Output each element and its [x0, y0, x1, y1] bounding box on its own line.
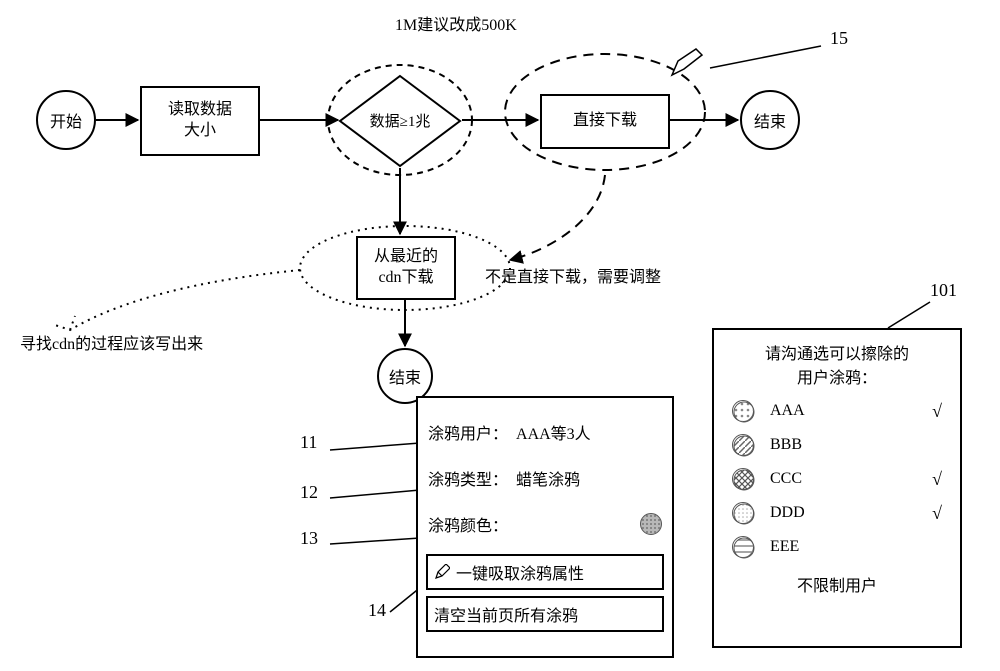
- user-select-title: 请沟通选可以擦除的 用户涂鸦：: [714, 330, 960, 394]
- svg-text:13: 13: [300, 528, 318, 548]
- user-swatch: [732, 468, 754, 490]
- user-swatch: [732, 434, 754, 456]
- user-name: DDD: [770, 504, 924, 522]
- absorb-attrs-label: 一键吸取涂鸦属性: [456, 560, 584, 584]
- svg-text:14: 14: [368, 600, 386, 620]
- user-select-item[interactable]: EEE: [714, 530, 960, 564]
- doodle-type-value: 蜡笔涂鸦: [516, 466, 580, 490]
- doodle-color-swatch: [640, 513, 662, 535]
- check-icon: √: [932, 469, 942, 490]
- user-name: CCC: [770, 470, 924, 488]
- user-select-panel: 请沟通选可以擦除的 用户涂鸦： AAA √ BBB CCC √ DDD √ EEE 不限制用户: [712, 328, 962, 648]
- doodle-color-label: 涂鸦颜色：: [428, 512, 508, 536]
- svg-text:数据≥1兆: 数据≥1兆: [370, 113, 431, 130]
- doodle-color-row: 涂鸦颜色：: [418, 506, 672, 542]
- flow-node: 从最近的 cdn下载: [356, 236, 456, 300]
- doodle-type-label: 涂鸦类型：: [428, 466, 508, 490]
- doodle-user-row: 涂鸦用户： AAA等3人: [418, 414, 672, 450]
- svg-text:1M建议改成500K: 1M建议改成500K: [395, 16, 517, 34]
- clear-page-label: 清空当前页所有涂鸦: [434, 602, 578, 626]
- user-select-item[interactable]: BBB: [714, 428, 960, 462]
- doodle-type-row: 涂鸦类型： 蜡笔涂鸦: [418, 460, 672, 496]
- flow-node: 开始: [36, 90, 96, 150]
- user-name: AAA: [770, 402, 924, 420]
- user-select-item[interactable]: DDD √: [714, 496, 960, 530]
- flow-node: 读取数据 大小: [140, 86, 260, 156]
- svg-text:寻找cdn的过程应该写出来: 寻找cdn的过程应该写出来: [20, 334, 203, 353]
- user-name: BBB: [770, 436, 934, 454]
- pencil-icon: [434, 564, 450, 580]
- clear-page-button[interactable]: 清空当前页所有涂鸦: [426, 596, 664, 632]
- doodle-info-panel: 涂鸦用户： AAA等3人 涂鸦类型： 蜡笔涂鸦 涂鸦颜色： 一键吸取涂鸦属性 清…: [416, 396, 674, 658]
- check-icon: √: [932, 401, 942, 422]
- user-name: EEE: [770, 538, 934, 556]
- check-icon: √: [932, 503, 942, 524]
- user-swatch: [732, 502, 754, 524]
- svg-text:不是直接下载，需要调整: 不是直接下载，需要调整: [485, 268, 661, 286]
- user-select-footer: 不限制用户: [714, 564, 960, 604]
- doodle-user-label: 涂鸦用户：: [428, 420, 508, 444]
- svg-text:12: 12: [300, 482, 318, 502]
- doodle-user-value: AAA等3人: [516, 420, 591, 444]
- user-swatch: [732, 536, 754, 558]
- absorb-attrs-button[interactable]: 一键吸取涂鸦属性: [426, 554, 664, 590]
- user-select-item[interactable]: CCC √: [714, 462, 960, 496]
- flow-node: 结束: [740, 90, 800, 150]
- svg-text:11: 11: [300, 432, 317, 452]
- flow-node: 直接下载: [540, 94, 670, 149]
- svg-text:15: 15: [830, 28, 848, 48]
- user-swatch: [732, 400, 754, 422]
- user-select-item[interactable]: AAA √: [714, 394, 960, 428]
- svg-text:101: 101: [930, 280, 957, 300]
